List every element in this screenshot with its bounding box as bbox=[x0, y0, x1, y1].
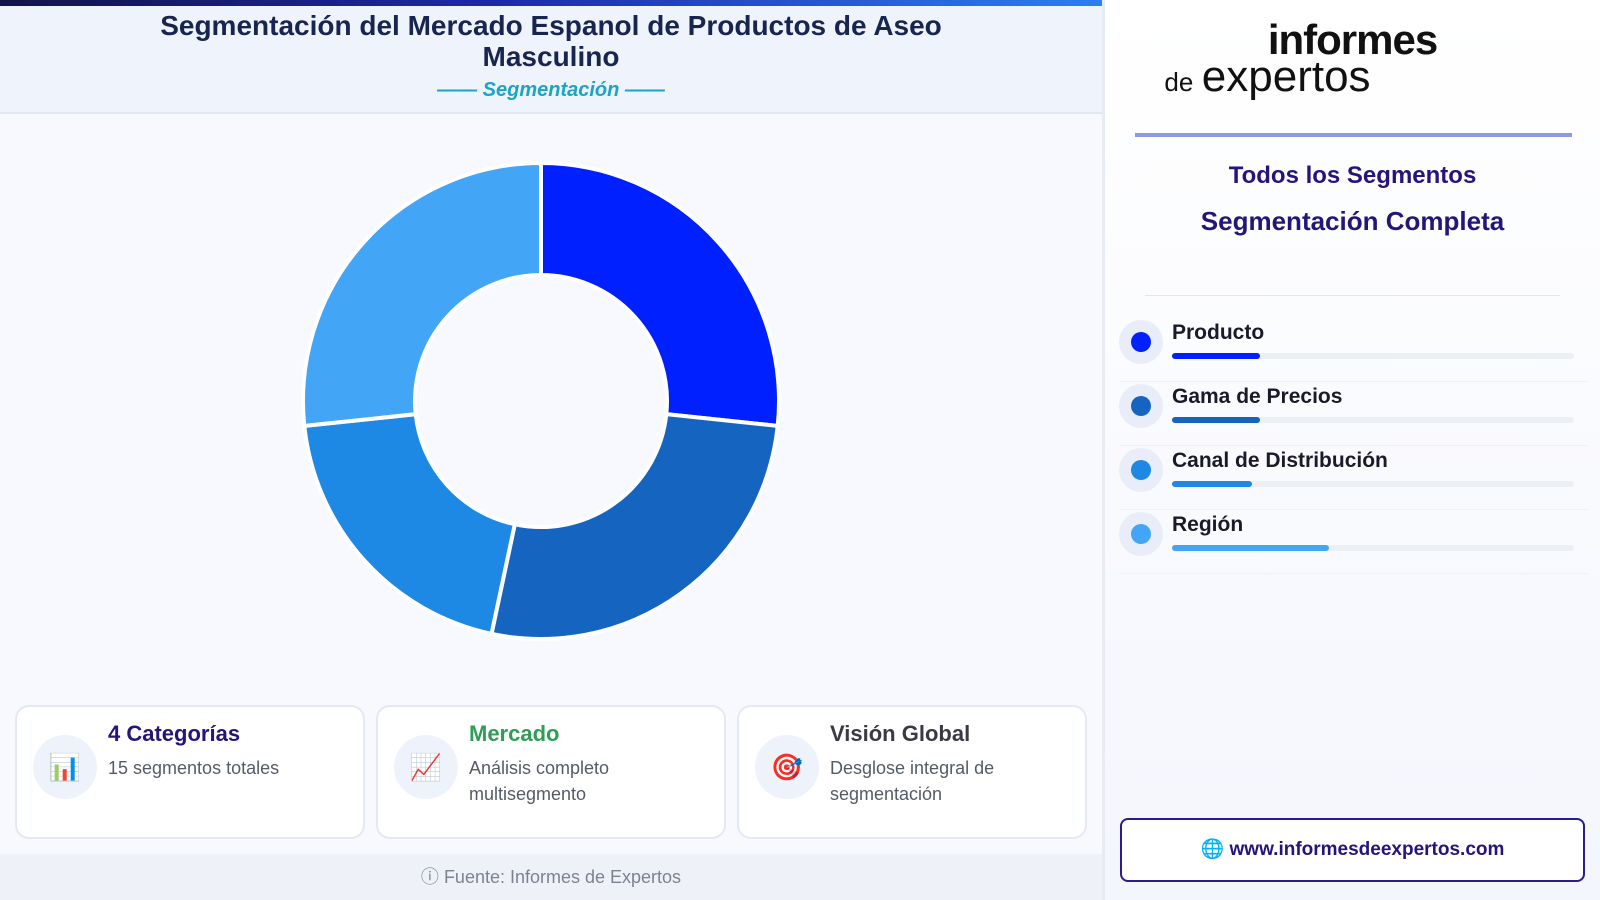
segment-bar-track bbox=[1172, 353, 1574, 359]
website-url: www.informesdeexpertos.com bbox=[1229, 839, 1505, 860]
segment-marker bbox=[1119, 512, 1163, 556]
sidebar-heading: Todos los Segmentos bbox=[1228, 162, 1477, 189]
brand-logo: informes de expertos bbox=[1105, 16, 1600, 101]
card-subtitle: Desglose integral de segmentación bbox=[830, 758, 995, 804]
segment-marker bbox=[1119, 384, 1163, 428]
card-subtitle: Análisis completo multisegmento bbox=[469, 758, 610, 804]
logo-line-3: expertos bbox=[1201, 52, 1371, 101]
donut-chart-area bbox=[0, 114, 1102, 690]
segment-color-dot bbox=[1131, 396, 1151, 416]
globe-icon: 🌐 bbox=[1200, 839, 1225, 860]
logo-line-2: de bbox=[1164, 67, 1194, 97]
segment-label: Producto bbox=[1172, 321, 1265, 344]
segment-item[interactable]: Producto bbox=[1119, 318, 1589, 382]
logo-line-1: informes bbox=[1267, 16, 1438, 63]
target-icon: 🎯 bbox=[755, 735, 819, 799]
segment-marker bbox=[1119, 448, 1163, 492]
info-cards: 📊 4 Categorías 15 segmentos totales 📈 Me… bbox=[15, 705, 1088, 843]
segment-bar-fill bbox=[1172, 353, 1261, 359]
card-title: Visión Global bbox=[830, 721, 971, 746]
info-card-categories: 📊 4 Categorías 15 segmentos totales bbox=[15, 705, 365, 839]
logo-underline bbox=[1135, 133, 1572, 137]
card-title: Mercado bbox=[469, 721, 560, 746]
segment-label: Gama de Precios bbox=[1172, 385, 1343, 408]
segment-bar-track bbox=[1172, 481, 1574, 487]
bar-chart-icon: 📊 bbox=[33, 735, 97, 799]
top-accent-bar bbox=[0, 0, 1102, 6]
segment-item[interactable]: Canal de Distribución bbox=[1119, 446, 1589, 510]
segment-item[interactable]: Región bbox=[1119, 510, 1589, 574]
segment-color-dot bbox=[1131, 332, 1151, 352]
segment-marker bbox=[1119, 320, 1163, 364]
card-title: 4 Categorías bbox=[108, 721, 241, 746]
donut-slice-producto[interactable] bbox=[539, 160, 781, 429]
info-card-global-vision: 🎯 Visión Global Desglose integral de seg… bbox=[737, 705, 1087, 839]
page-title: Segmentación del Mercado Espanol de Prod… bbox=[160, 10, 942, 72]
panel-divider bbox=[1102, 0, 1105, 900]
segment-label: Región bbox=[1172, 513, 1244, 536]
line-chart-icon: 📈 bbox=[394, 735, 458, 799]
main-panel: Segmentación del Mercado Espanol de Prod… bbox=[0, 0, 1102, 900]
info-card-market: 📈 Mercado Análisis completo multisegment… bbox=[376, 705, 726, 839]
card-subtitle: 15 segmentos totales bbox=[108, 758, 280, 778]
segment-bar-track bbox=[1172, 417, 1574, 423]
donut-slice-canal-de-distribuci-n[interactable] bbox=[302, 411, 518, 637]
donut-slice-regi-n[interactable] bbox=[301, 160, 543, 429]
donut-slice-gama-de-precios[interactable] bbox=[489, 411, 780, 641]
segment-bar-fill bbox=[1172, 417, 1261, 423]
segment-label: Canal de Distribución bbox=[1172, 449, 1388, 472]
page-subtitle: —— Segmentación —— bbox=[437, 79, 665, 101]
sidebar: informes de expertos Todos los Segmentos… bbox=[1105, 0, 1600, 900]
segment-bar-fill bbox=[1172, 481, 1253, 487]
source-text: Fuente: Informes de Expertos bbox=[443, 867, 682, 887]
sidebar-subheading: Segmentación Completa bbox=[1200, 206, 1505, 236]
donut-chart bbox=[301, 160, 781, 641]
segment-color-dot bbox=[1131, 460, 1151, 480]
sidebar-divider bbox=[1145, 295, 1560, 296]
website-link[interactable]: 🌐 www.informesdeexpertos.com bbox=[1120, 818, 1585, 882]
source-footer: ⓘ Fuente: Informes de Expertos bbox=[0, 854, 1102, 900]
segment-bar-track bbox=[1172, 545, 1574, 551]
segment-list: Producto Gama de Precios Canal de Distribu… bbox=[1119, 318, 1589, 574]
segment-bar-fill bbox=[1172, 545, 1329, 551]
segment-color-dot bbox=[1131, 524, 1151, 544]
chart-header: Segmentación del Mercado Espanol de Prod… bbox=[0, 6, 1102, 114]
info-icon: ⓘ bbox=[420, 867, 439, 887]
segment-item[interactable]: Gama de Precios bbox=[1119, 382, 1589, 446]
